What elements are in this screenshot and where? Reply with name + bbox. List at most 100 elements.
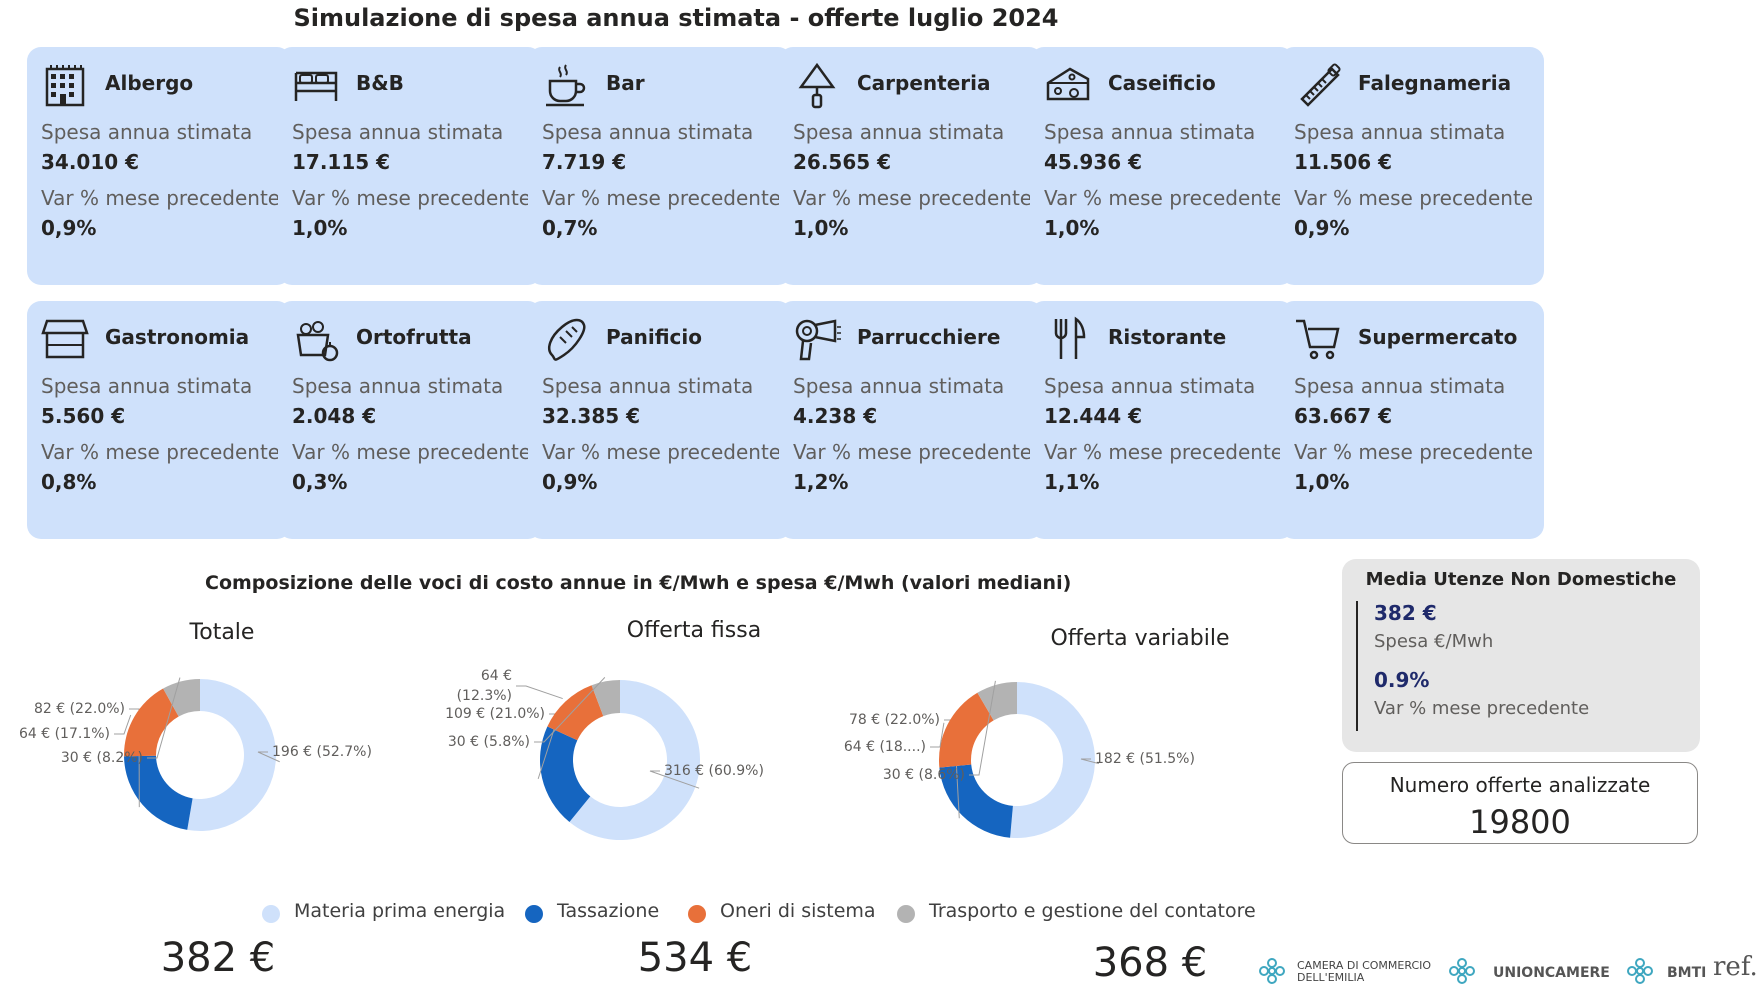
donut-slice-1 [124,755,193,830]
shopping-cart-icon [1296,319,1340,360]
slice-data-label: 30 € (5.8%) [448,734,530,750]
card-spesa-value: 17.115 € [292,150,391,174]
total-value-totale: 382 € [160,935,276,981]
legend-dot [262,905,280,923]
card-spesa-label: Spesa annua stimata [542,374,754,398]
camera-commercio-line2: DELL'EMILIA [1297,971,1365,984]
kpi-title: Media Utenze Non Domestiche [1365,569,1677,590]
card-var-value: 0,9% [41,216,97,240]
donut-slice-2 [124,688,179,757]
sector-card-parrucchiere: Parrucchiere Spesa annua stimata 4.238 € Va… [779,301,1043,539]
card-name: Carpenteria [857,71,991,95]
donut-slice-3 [977,682,1017,721]
label-leader-line [129,708,140,808]
legend-dot [897,905,915,923]
sector-card-carpenteria: Carpenteria Spesa annua stimata 26.565 € Va… [779,47,1043,285]
card-var-value: 0,9% [542,470,598,494]
label-leader-line [147,677,181,759]
card-var-value: 0,7% [542,216,598,240]
donut-title-fissa: Offerta fissa [626,618,762,643]
trowel-icon [798,62,836,109]
donut-slice-3 [163,679,200,717]
card-var-label: Var % mese precedente [292,186,532,210]
card-spesa-label: Spesa annua stimata [1044,120,1256,144]
fork-knife-icon [1054,316,1086,359]
label-leader-line [930,722,945,748]
card-name: Bar [606,71,645,95]
unioncamere-logo-text: UNIONCAMERE [1493,965,1610,981]
card-spesa-label: Spesa annua stimata [1294,120,1506,144]
card-spesa-label: Spesa annua stimata [793,374,1005,398]
slice-data-label: 109 € (21.0%) [445,706,545,722]
card-var-value: 0,3% [292,470,348,494]
card-spesa-value: 63.667 € [1294,404,1393,428]
donut-title-totale: Totale [189,620,255,645]
card-spesa-value: 32.385 € [542,404,641,428]
kpi-var-value: 0.9% [1374,668,1430,692]
total-value-fissa: 534 € [637,935,753,981]
card-spesa-label: Spesa annua stimata [542,120,754,144]
label-leader-line [516,685,563,700]
slice-data-label: 78 € (22.0%) [849,712,940,728]
donut-slice-0 [1010,682,1095,838]
card-var-label: Var % mese precedente [542,186,782,210]
partner-logos: CAMERA DI COMMERCIO DELL'EMILIA UNIONCAM… [1255,948,1757,998]
slice-data-label: 64 € (17.1%) [19,726,110,742]
legend-label: Oneri di sistema [720,900,876,922]
label-leader-line [649,770,700,789]
card-name: Falegnameria [1358,71,1512,95]
card-name: Albergo [105,71,194,95]
card-var-label: Var % mese precedente [793,186,1033,210]
legend-label: Trasporto e gestione del contatore [929,900,1256,922]
kpi-accent-bar [1356,601,1358,731]
bmti-logo-icon [1627,958,1653,984]
saw-icon [1300,63,1341,107]
donut-slice-0 [569,680,700,840]
composition-title: Composizione delle voci di costo annue i… [205,572,1072,594]
card-spesa-label: Spesa annua stimata [292,120,504,144]
sector-card-bar: Bar Spesa annua stimata 7.719 € Var % mese … [528,47,792,285]
donut-chart-variabile: 182 € (51.5%) 78 € (22.0%) 64 € (18....) 30… [844,680,1195,838]
legend-dot [688,905,706,923]
card-name: Gastronomia [105,325,250,349]
sector-card-bb: B&B Spesa annua stimata 17.115 € Var % mese… [278,47,542,285]
card-spesa-value: 5.560 € [41,404,126,428]
card-var-value: 1,0% [793,216,849,240]
bed-icon [294,71,338,101]
card-spesa-value: 26.565 € [793,150,892,174]
label-leader-line [114,714,132,735]
shop-icon [41,319,89,359]
unioncamere-logo-icon [1449,958,1475,984]
card-var-value: 0,8% [41,470,97,494]
card-name: Parrucchiere [857,325,1001,349]
label-leader-line [534,677,606,743]
card-var-label: Var % mese precedente [793,440,1033,464]
donut-slice-2 [547,685,604,741]
sector-card-ortofrutta: Ortofrutta Spesa annua stimata 2.048 € Var … [278,301,542,539]
card-spesa-value: 7.719 € [542,150,627,174]
legend-label: Materia prima energia [294,900,506,922]
slice-data-label: 64 € (18....) [844,739,926,755]
donut-chart-fissa: 316 € (60.9%) 109 € (21.0%) 64 € (12.3%) 30 … [445,668,764,840]
bmti-logo-text: BMTI [1667,965,1707,981]
sector-card-falegnameria: Falegnameria Spesa annua stimata 11.506 € V… [1280,47,1544,285]
camera-commercio-logo-icon [1259,958,1285,984]
card-var-label: Var % mese precedente [1294,440,1534,464]
card-var-value: 1,1% [1044,470,1100,494]
card-var-value: 1,0% [1044,216,1100,240]
fruit-basket-icon [296,321,339,362]
card-name: Panificio [606,325,702,349]
slice-data-label: 30 € (8.2%) [61,750,143,766]
donut-slice-3 [591,680,620,717]
card-var-label: Var % mese precedente [1294,186,1534,210]
slice-data-label: 196 € (52.7%) [272,744,372,760]
ref-logo-text: ref. [1713,952,1757,982]
card-var-label: Var % mese precedente [1044,186,1284,210]
hotel-building-icon [45,65,85,107]
legend-label: Tassazione [557,900,660,922]
card-spesa-value: 4.238 € [793,404,878,428]
card-spesa-value: 34.010 € [41,150,140,174]
card-var-label: Var % mese precedente [1044,440,1284,464]
card-name: Ristorante [1108,325,1227,349]
slice-data-label: 316 € (60.9%) [664,763,764,779]
